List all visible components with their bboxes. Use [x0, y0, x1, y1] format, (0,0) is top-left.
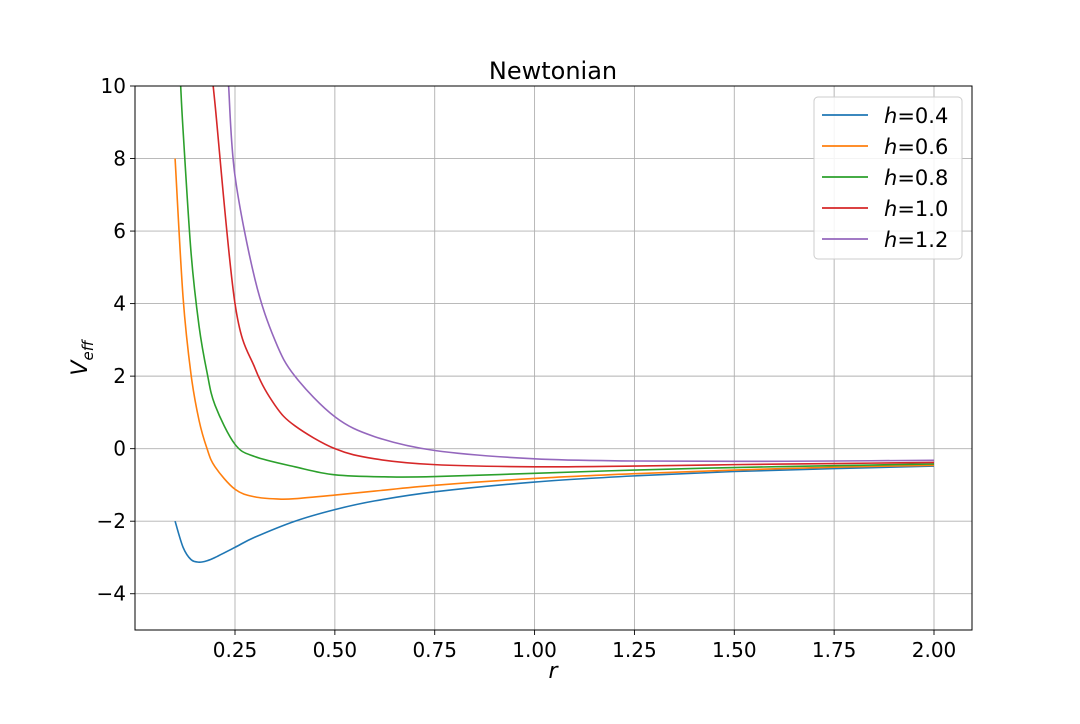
legend-label: h=0.4	[884, 104, 948, 128]
series-line	[227, 86, 935, 463]
x-tick-label: 0.75	[412, 638, 457, 662]
y-tick-label: 2	[113, 364, 126, 388]
x-tick-label: 1.00	[512, 638, 557, 662]
y-tick-label: −4	[97, 582, 126, 606]
legend-label: h=0.6	[884, 135, 948, 159]
legend-label: h=1.2	[884, 228, 948, 252]
x-tick-label: 0.50	[313, 638, 358, 662]
legend: h=0.4h=0.6h=0.8h=1.0h=1.2	[813, 96, 963, 260]
series-line	[174, 465, 935, 564]
legend-label-variable: h	[884, 197, 897, 221]
y-tick-label: −2	[97, 509, 126, 533]
legend-label-value: =0.8	[897, 166, 948, 190]
legend-label-value: =1.0	[897, 197, 948, 221]
legend-label-variable: h	[884, 228, 897, 252]
y-axis-label-group: Veff	[68, 338, 97, 375]
series-line	[212, 86, 935, 468]
x-axis-label: r	[548, 659, 559, 684]
series-layer	[174, 86, 935, 564]
ticks: 0.25 0.50 0.75 1.00 1.25 1.50 1.75 2.00 −4 −2 0 2 4 6…	[97, 74, 957, 662]
x-tick-label: 0.25	[213, 638, 258, 662]
x-tick-label: 1.50	[712, 638, 757, 662]
y-axis-label: Veff	[68, 338, 97, 375]
chart-title: Newtonian	[489, 57, 617, 85]
legend-label: h=0.8	[884, 166, 948, 190]
x-tick-label: 1.25	[612, 638, 657, 662]
x-tick-label: 2.00	[912, 638, 957, 662]
legend-label-variable: h	[884, 166, 897, 190]
legend-label-variable: h	[884, 104, 897, 128]
y-axis-label-main: V	[68, 359, 93, 376]
y-tick-label: 0	[113, 437, 126, 461]
x-tick-label: 1.75	[812, 638, 857, 662]
plot-frame	[134, 85, 973, 631]
series-line	[174, 158, 935, 501]
y-tick-label: 4	[113, 292, 126, 316]
y-axis-label-subscript: eff	[79, 338, 97, 360]
legend-label-value: =0.6	[897, 135, 948, 159]
legend-label-value: =1.2	[897, 228, 948, 252]
series-line	[179, 86, 935, 478]
y-tick-label: 8	[113, 147, 126, 171]
y-tick-label: 6	[113, 219, 126, 243]
legend-label-variable: h	[884, 135, 897, 159]
legend-label: h=1.0	[884, 197, 948, 221]
y-tick-label: 10	[101, 74, 126, 98]
legend-label-value: =0.4	[897, 104, 948, 128]
legend-box	[813, 96, 963, 260]
